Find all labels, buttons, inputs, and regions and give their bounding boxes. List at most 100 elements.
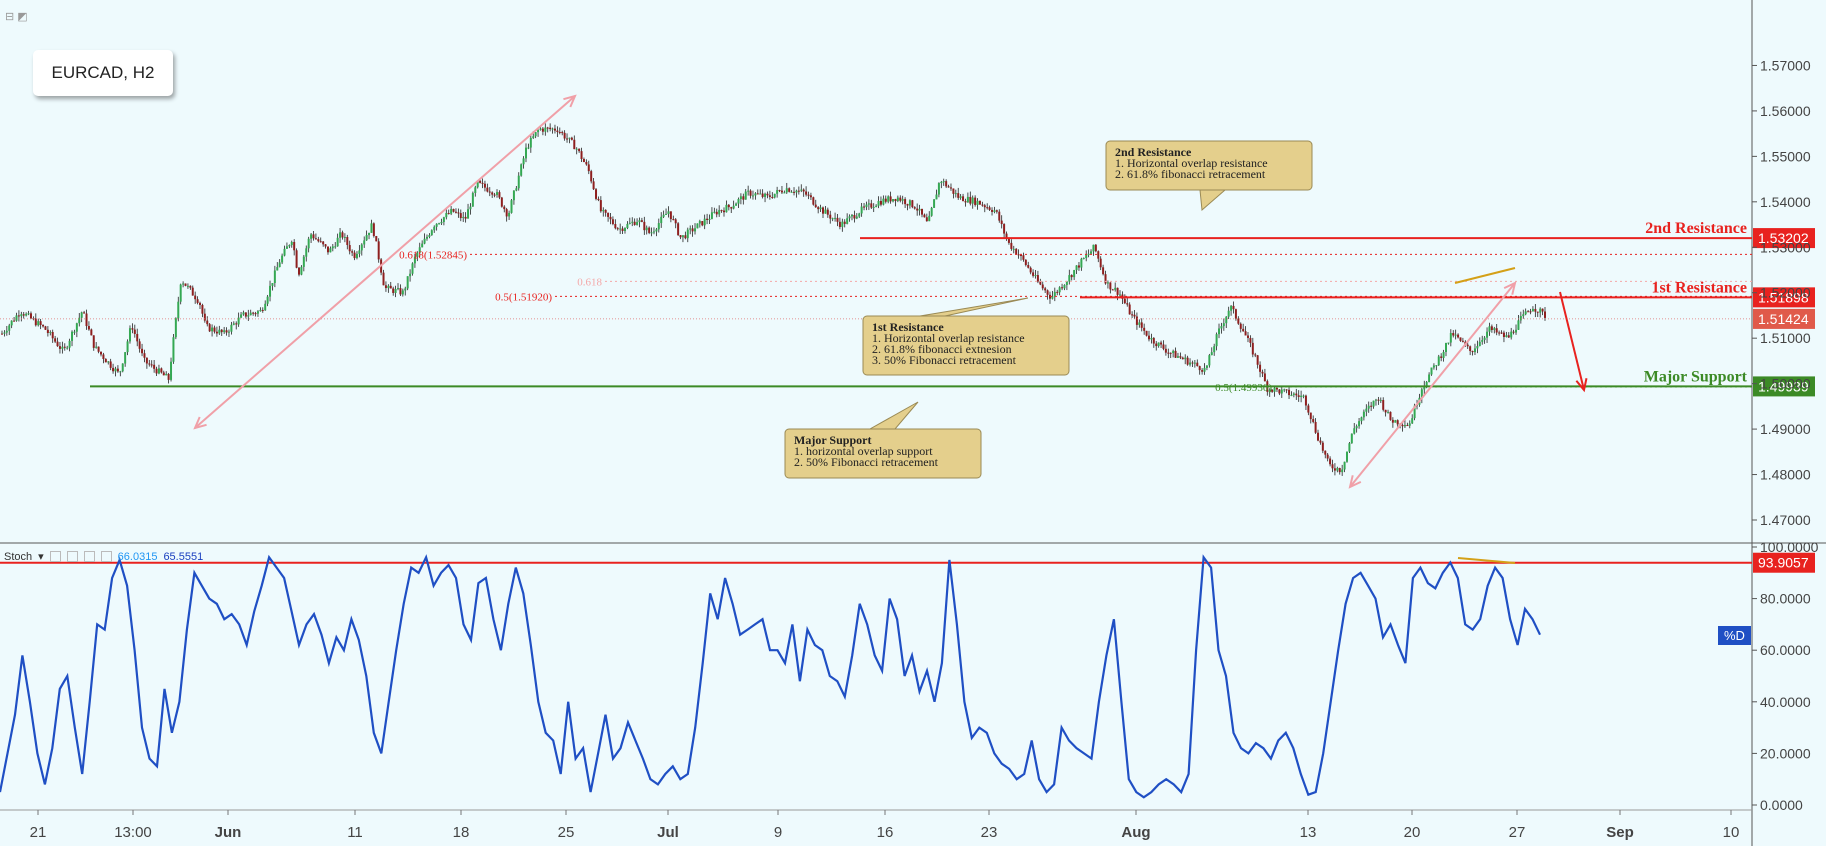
candle [17,310,20,322]
callout-line: 1. Horizontal overlap resistance [1115,156,1268,170]
candle-body [1205,365,1208,368]
candle [1239,322,1242,333]
candle [986,203,989,210]
candle [1524,308,1527,316]
callout-line: Major Support [794,433,871,447]
price-badge-bg [1753,376,1815,397]
candle [63,343,66,351]
candle [694,223,697,235]
candle-body [662,214,665,217]
candle [1447,342,1450,345]
candle [1189,358,1192,367]
candle [1459,337,1462,342]
candle-body [848,216,851,219]
candle [1140,318,1143,332]
candle [1143,323,1146,335]
stoch-dropdown-icon[interactable]: ▾ [38,551,44,563]
candle-body [493,194,496,196]
candle [1237,316,1240,325]
zone-label-major-support: Major Support [1644,368,1748,385]
x-tick-label: 13:00 [114,824,152,841]
candle-body [889,196,892,202]
price-badge-current: 1.51424 [1758,311,1809,327]
price-badge-bg [1753,308,1815,329]
candle [766,191,769,199]
candle-body [177,301,180,319]
candle-body [778,190,781,192]
candle-body [870,203,873,208]
candle [592,177,595,190]
candle-body [1065,281,1068,286]
candle [1145,330,1148,337]
candle-body [1437,356,1440,366]
candle [471,191,474,207]
candle [1355,424,1358,433]
candle [1085,250,1088,262]
candle [952,188,955,199]
candle-body [1003,224,1006,234]
candle [61,341,64,354]
candle-body [524,147,527,159]
candle-body [438,223,441,225]
candle-body [87,326,90,330]
candle [1432,363,1435,370]
remove-icon[interactable] [83,551,95,562]
candle-body [1097,251,1100,259]
candle [860,202,863,217]
candle-body [1061,287,1064,289]
candle-body [355,253,358,259]
candle [155,366,158,376]
candle-body [672,219,675,221]
candle [1034,269,1037,279]
settings-icon[interactable] [66,551,78,562]
candle [1353,423,1356,435]
candle-body [220,329,223,333]
x-tick-label: Jul [657,824,679,841]
candle-body [1544,311,1546,318]
candle [483,180,486,192]
candle-body [1020,254,1023,256]
candle [793,187,796,196]
candle-body [901,199,904,201]
pane-toolbar-icons[interactable]: ⊟ ◩ [5,11,28,23]
candle-body [1104,274,1107,284]
candle-body [1275,387,1278,390]
candle [196,296,199,305]
candle-body [1085,254,1088,259]
candle-body [1353,428,1356,434]
candle [1039,278,1042,286]
candle [254,311,257,317]
candle [90,328,93,336]
candle-body [1406,425,1409,427]
candle [438,222,441,225]
candle [346,234,349,250]
candle-body [63,346,66,348]
fib-label: 0.618 [577,276,602,288]
candle-body [602,209,605,212]
candle [1046,289,1049,300]
more-icon[interactable] [100,551,112,562]
candle [162,370,165,376]
candle-body [826,209,829,215]
candle [585,159,588,166]
candle [1036,270,1039,284]
candle-body [879,200,882,205]
candle-body [121,363,124,372]
candle-body [191,287,194,296]
candle-body [471,193,474,207]
pct-d-badge: %D [1718,626,1751,645]
candle [834,212,837,222]
impulse-arrow-2 [1349,282,1516,488]
candle-body [865,204,868,208]
candle-body [850,214,853,217]
visibility-icon[interactable] [49,551,61,562]
candle-body [56,341,59,347]
candle [430,229,433,236]
candle-body [831,218,834,220]
candle-body [684,235,687,239]
candle-body [754,193,757,196]
candle [759,189,762,195]
candle-body [969,196,972,204]
